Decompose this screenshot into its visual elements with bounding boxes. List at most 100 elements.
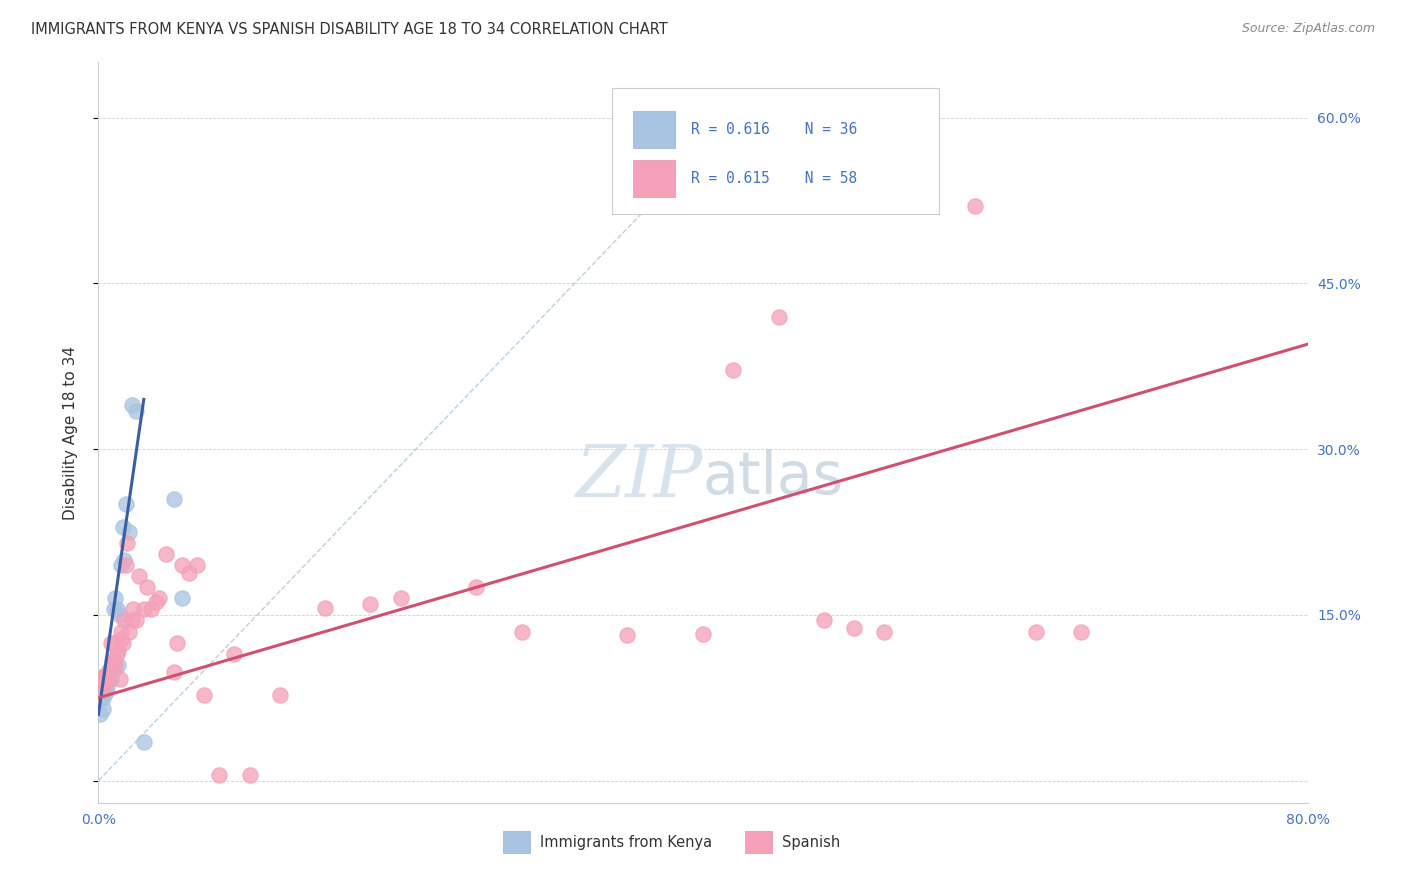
- Point: [104, 657, 127, 672]
- FancyBboxPatch shape: [633, 111, 675, 147]
- Point: [114, 558, 136, 573]
- Point: [179, 566, 201, 580]
- Point: [145, 595, 167, 609]
- FancyBboxPatch shape: [633, 161, 675, 197]
- Point: [101, 663, 124, 677]
- Point: [107, 657, 129, 672]
- Point: [98, 665, 121, 680]
- Text: atlas: atlas: [703, 449, 844, 506]
- Point: [90, 680, 112, 694]
- Point: [132, 735, 155, 749]
- Text: Immigrants from Kenya: Immigrants from Kenya: [540, 835, 711, 849]
- Point: [224, 647, 246, 661]
- Point: [105, 602, 128, 616]
- Point: [118, 524, 141, 539]
- Point: [239, 768, 262, 782]
- Point: [135, 580, 157, 594]
- Text: ZIP: ZIP: [575, 442, 703, 512]
- Point: [132, 602, 155, 616]
- Point: [510, 624, 533, 639]
- Point: [208, 768, 231, 782]
- Point: [873, 624, 896, 639]
- Point: [121, 614, 143, 628]
- Point: [112, 552, 135, 566]
- Point: [163, 665, 186, 680]
- Point: [122, 602, 145, 616]
- Point: [91, 683, 114, 698]
- Point: [1024, 624, 1046, 639]
- Point: [1070, 624, 1092, 639]
- Point: [844, 621, 866, 635]
- Point: [125, 403, 148, 417]
- Point: [94, 669, 117, 683]
- Point: [692, 626, 714, 640]
- Point: [98, 663, 121, 677]
- Text: R = 0.615    N = 58: R = 0.615 N = 58: [690, 171, 858, 186]
- Point: [389, 591, 412, 606]
- Point: [91, 702, 114, 716]
- Point: [96, 674, 118, 689]
- Point: [121, 398, 143, 412]
- FancyBboxPatch shape: [745, 831, 772, 853]
- Point: [91, 683, 114, 698]
- Point: [723, 362, 745, 376]
- Point: [96, 672, 118, 686]
- Point: [186, 558, 208, 573]
- Point: [104, 591, 127, 606]
- Point: [112, 614, 135, 628]
- Point: [93, 683, 115, 698]
- Point: [141, 602, 163, 616]
- Point: [163, 491, 186, 506]
- Point: [101, 657, 124, 672]
- Point: [100, 672, 122, 686]
- Point: [111, 635, 134, 649]
- Point: [94, 685, 117, 699]
- Point: [110, 624, 132, 639]
- Point: [94, 674, 117, 689]
- Point: [103, 602, 125, 616]
- Point: [125, 614, 148, 628]
- Point: [111, 519, 134, 533]
- Point: [103, 663, 125, 677]
- Point: [170, 591, 193, 606]
- Point: [166, 635, 188, 649]
- Y-axis label: Disability Age 18 to 34: Disability Age 18 to 34: [63, 345, 77, 520]
- Text: R = 0.616    N = 36: R = 0.616 N = 36: [690, 121, 858, 136]
- Text: IMMIGRANTS FROM KENYA VS SPANISH DISABILITY AGE 18 TO 34 CORRELATION CHART: IMMIGRANTS FROM KENYA VS SPANISH DISABIL…: [31, 22, 668, 37]
- Point: [103, 635, 125, 649]
- Point: [91, 690, 114, 705]
- Point: [107, 643, 129, 657]
- Point: [100, 665, 122, 680]
- Point: [93, 669, 115, 683]
- Point: [103, 654, 125, 668]
- Point: [108, 672, 131, 686]
- Point: [269, 688, 291, 702]
- Point: [193, 688, 215, 702]
- Point: [108, 607, 131, 622]
- Point: [128, 569, 150, 583]
- Point: [96, 680, 118, 694]
- Point: [813, 614, 835, 628]
- Text: Source: ZipAtlas.com: Source: ZipAtlas.com: [1241, 22, 1375, 36]
- Point: [114, 498, 136, 512]
- Point: [94, 676, 117, 690]
- Point: [115, 536, 138, 550]
- Point: [616, 628, 638, 642]
- Point: [100, 635, 122, 649]
- Text: Spanish: Spanish: [782, 835, 839, 849]
- Point: [98, 669, 121, 683]
- Point: [170, 558, 193, 573]
- Point: [93, 669, 115, 683]
- Point: [89, 680, 111, 694]
- Point: [101, 654, 124, 668]
- Point: [918, 199, 941, 213]
- Point: [965, 199, 987, 213]
- Point: [90, 690, 112, 705]
- Point: [118, 624, 141, 639]
- FancyBboxPatch shape: [503, 831, 530, 853]
- Point: [314, 601, 336, 615]
- Point: [155, 547, 177, 561]
- Point: [768, 310, 790, 324]
- Point: [148, 591, 170, 606]
- FancyBboxPatch shape: [613, 88, 939, 214]
